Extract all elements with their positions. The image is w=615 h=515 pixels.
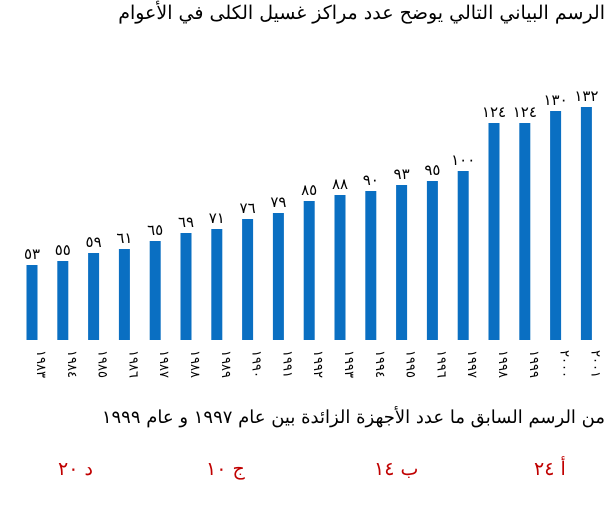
tick-label-1985: ١٩٨٥ (95, 350, 110, 378)
tick-label-1991: ١٩٩١ (279, 350, 294, 378)
question-text: من الرسم السابق ما عدد الأجهزة الزائدة ب… (101, 407, 605, 428)
value-label-1996: ٩٥ (424, 161, 440, 179)
tick-label-2001: ٢٠٠١ (587, 350, 602, 378)
tick-label-1993: ١٩٩٣ (341, 350, 356, 378)
value-label-1993: ٨٨ (332, 175, 348, 193)
tick-label-1998: ١٩٩٨ (495, 350, 510, 378)
bar-1987 (149, 241, 161, 340)
value-label-1985: ٥٩ (86, 233, 102, 251)
value-label-1988: ٦٩ (178, 213, 194, 231)
answer-option-b[interactable]: ب ١٤ (374, 458, 419, 480)
bar-1991 (272, 213, 284, 340)
tick-label-1984: ١٩٨٤ (64, 350, 79, 378)
tick-label-2000: ٢٠٠٠ (557, 350, 572, 378)
value-label-1992: ٨٥ (301, 181, 317, 199)
tick-label-1999: ١٩٩٩ (526, 350, 541, 378)
bar-chart: ٥٣ ١٩٨٣ ٥٥ ١٩٨٤ ٥٩ ١٩٨٥ ٦١ ١٩٨٦ ٦٥ ١٩٨٧ ٦٩ ١٩٨٨ ٧١ ١٩… (24, 87, 602, 378)
bar-1989 (211, 229, 223, 340)
answer-option-a[interactable]: أ ٢٤ (534, 458, 566, 480)
tick-label-1989: ١٩٨٩ (218, 350, 233, 378)
value-label-1983: ٥٣ (24, 245, 40, 263)
bar-1992 (303, 201, 315, 340)
answer-option-c[interactable]: ج ١٠ (206, 458, 245, 480)
value-label-2001: ١٣٢ (574, 87, 598, 105)
tick-label-1992: ١٩٩٢ (310, 350, 325, 378)
tick-label-1995: ١٩٩٥ (403, 350, 418, 378)
value-label-1989: ٧١ (209, 209, 225, 227)
tick-label-1987: ١٩٨٧ (156, 350, 171, 378)
bar-1988 (180, 233, 192, 340)
value-label-1991: ٧٩ (270, 193, 286, 211)
answer-option-d[interactable]: د ٢٠ (58, 458, 93, 480)
bar-1996 (426, 181, 438, 340)
bar-2000 (550, 111, 562, 340)
tick-label-1994: ١٩٩٤ (372, 350, 387, 378)
bar-1993 (334, 195, 346, 340)
value-label-1986: ٦١ (116, 229, 132, 247)
bar-1984 (57, 261, 69, 340)
tick-label-1988: ١٩٨٨ (187, 350, 202, 378)
value-label-1995: ٩٣ (394, 165, 410, 183)
bar-1985 (88, 253, 100, 340)
bar-1997 (457, 171, 469, 340)
tick-label-1986: ١٩٨٦ (125, 350, 140, 378)
bar-1994 (365, 191, 377, 340)
tick-label-1996: ١٩٩٦ (433, 350, 448, 378)
tick-label-1990: ١٩٩٠ (249, 350, 264, 378)
tick-label-1983: ١٩٨٣ (33, 350, 48, 378)
chart-title: الرسم البياني التالي يوضح عدد مراكز غسيل… (118, 2, 605, 24)
value-label-1994: ٩٠ (363, 171, 379, 189)
bar-1999 (519, 123, 531, 340)
bar-1995 (396, 185, 408, 340)
bar-2001 (580, 107, 592, 340)
value-label-1987: ٦٥ (147, 221, 163, 239)
value-label-2000: ١٣٠ (544, 91, 568, 109)
value-label-1999: ١٢٤ (513, 103, 537, 121)
value-label-1984: ٥٥ (55, 241, 71, 259)
value-label-1998: ١٢٤ (482, 103, 506, 121)
tick-label-1997: ١٩٩٧ (464, 350, 479, 378)
bar-1998 (488, 123, 500, 340)
bar-1986 (118, 249, 130, 340)
value-label-1990: ٧٦ (240, 199, 256, 217)
bar-1990 (242, 219, 254, 340)
value-label-1997: ١٠٠ (451, 151, 475, 169)
bar-1983 (26, 265, 38, 340)
